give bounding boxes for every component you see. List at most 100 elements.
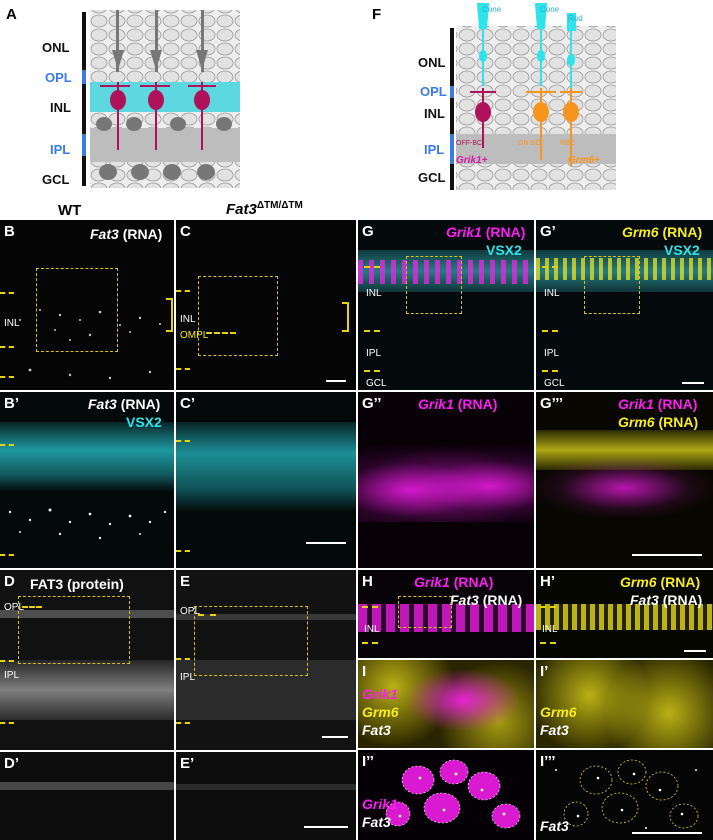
cp-dash-2 [176, 550, 190, 552]
header-mutant-sup: ΔTM/ΔTM [256, 200, 303, 211]
g-label-grik1: Grik1 (RNA) [446, 224, 525, 240]
label-rbc: RBC [560, 140, 575, 147]
c-label-ompl: OMPL [180, 330, 209, 341]
layer-label-ipl: IPL [50, 142, 71, 157]
i-label-grm6: Grm6 [362, 704, 399, 720]
panel-ippp: I’’’ Fat3 [536, 750, 713, 840]
schematic-a [82, 10, 240, 188]
hp-scale-bar [684, 650, 706, 652]
gp-label-grm6-rna: (RNA) [659, 224, 702, 240]
h-label-grik1-name: Grik1 [414, 574, 450, 590]
gppp-label-grm6-rna-text: (RNA) [658, 414, 699, 430]
gpp-label-grik1-name: Grik1 [418, 396, 454, 412]
gp-dash-3 [542, 370, 558, 372]
b-label: Fat3 (RNA) [90, 226, 162, 242]
hp-label-fat3-name: Fat3 [630, 592, 659, 608]
d-label-fat3-protein: FAT3 (protein) [30, 576, 124, 592]
hp-label-grm6-rna-text: (RNA) [660, 574, 701, 590]
panel-label-f: F [372, 6, 382, 23]
panel-hp: H’ Grm6 (RNA) Fat3 (RNA) INL [536, 570, 713, 658]
bp-label-rna: (RNA) [120, 396, 161, 412]
d-label-ipl: IPL [4, 670, 20, 681]
hp-label-grm6-name: Grm6 [620, 574, 657, 590]
panel-cp: C’ [176, 392, 356, 568]
dp-opl-band [0, 782, 174, 790]
gpp-label-grik1: Grik1 (RNA) [418, 396, 497, 412]
hp-label-grm6-rna: (RNA) [657, 574, 701, 590]
layer-label-opl: OPL [45, 70, 72, 85]
panel-h: H Grik1 (RNA) Fat3 (RNA) INL [358, 570, 534, 658]
panel-label-hp: H’ [540, 573, 555, 590]
c-dash-2 [206, 332, 236, 334]
header-mutant: Fat3ΔTM/ΔTM [226, 200, 303, 218]
panel-label-ep: E’ [180, 755, 195, 772]
gpp-grik1-signal [358, 442, 534, 522]
ip-label-fat3: Fat3 [540, 722, 569, 738]
label-off-bc: OFF-BC [456, 140, 483, 147]
d-zoom-box [18, 596, 130, 664]
c-dash-3 [176, 368, 190, 370]
c-dash-1 [176, 290, 190, 292]
g-label-grik1-rna-text: (RNA) [485, 224, 526, 240]
gppp-label-grik1-name: Grik1 [618, 396, 654, 412]
i-grik1-signal [408, 670, 518, 730]
layer-label-inl: INL [50, 100, 71, 115]
panel-label-bp: B’ [4, 395, 19, 412]
h-label-grik1-rna-text: (RNA) [453, 574, 494, 590]
e-zoom-box [194, 606, 308, 676]
i-label-grik1: Grik1 [362, 686, 398, 702]
hp-label-fat3-rna: (RNA) [659, 592, 703, 608]
gp-label-vsx2: VSX2 [664, 242, 700, 258]
layer-label-gcl-f: GCL [418, 170, 446, 185]
panel-g: G Grik1 (RNA) VSX2 INL IPL GCL [358, 220, 534, 390]
b-bracket [166, 298, 173, 332]
gppp-scale-bar [632, 554, 702, 556]
g-label-grik1-rna: (RNA) [482, 224, 526, 240]
gp-dash-1 [542, 266, 558, 268]
layer-label-ipl-f: IPL [424, 142, 445, 157]
g-dash-1 [364, 266, 380, 268]
panel-b: B Fat3 (RNA) INL [0, 220, 174, 390]
bp-fat3-dots [8, 508, 167, 540]
ippp-cells [555, 759, 699, 829]
cp-scale-bar [306, 542, 346, 544]
panel-label-gp: G’ [540, 223, 556, 240]
cell-label-cone-2: Cone [540, 5, 560, 14]
b-label-inl: INL [4, 318, 20, 329]
g-label-ipl: IPL [366, 348, 382, 359]
gppp-label-grik1: Grik1 (RNA) [618, 396, 697, 412]
ipp-label-grik1: Grik1 [362, 796, 398, 812]
g-zoom-box [406, 256, 462, 314]
header-mutant-gene: Fat3 [226, 201, 257, 218]
d-label-opl: OPL [4, 602, 25, 613]
panel-label-d: D [4, 573, 15, 590]
cell-label-cone-1: Cone [482, 5, 502, 14]
e-dash-1 [198, 614, 216, 616]
g-dash-3 [364, 370, 380, 372]
panel-i: I Grik1 Grm6 Fat3 [358, 660, 534, 748]
h-zoom-box [398, 596, 452, 628]
gppp-label-grm6: Grm6 (RNA) [618, 414, 698, 430]
h-label-fat3-name: Fat3 [450, 592, 479, 608]
e-opl-band [176, 614, 356, 620]
panel-e: E OPL IPL [176, 570, 356, 750]
layer-label-opl-f: OPL [420, 84, 447, 99]
panel-label-cp: C’ [180, 395, 195, 412]
panel-label-e: E [180, 573, 191, 590]
hp-label-fat3: Fat3 (RNA) [630, 592, 702, 608]
label-grm6-plus: Grm6+ [568, 155, 600, 166]
gppp-label-grik1-rna: (RNA) [654, 396, 698, 412]
schematic-f [450, 3, 616, 190]
layer-label-onl-f: ONL [418, 55, 446, 70]
b-zoom-box [36, 268, 118, 352]
h-label-fat3-rna-text: (RNA) [482, 592, 523, 608]
gppp-label-grm6-name: Grm6 [618, 414, 655, 430]
ippp-label-fat3: Fat3 [540, 818, 569, 834]
h-label-fat3-rna: (RNA) [479, 592, 523, 608]
panel-label-a: A [6, 6, 17, 23]
gp-label-ipl: IPL [544, 348, 560, 359]
g-label-gcl: GCL [366, 378, 387, 389]
panel-label-h: H [362, 573, 373, 590]
panel-bp: B’ Fat3 (RNA) VSX2 [0, 392, 174, 568]
hp-label-grm6: Grm6 (RNA) [620, 574, 700, 590]
